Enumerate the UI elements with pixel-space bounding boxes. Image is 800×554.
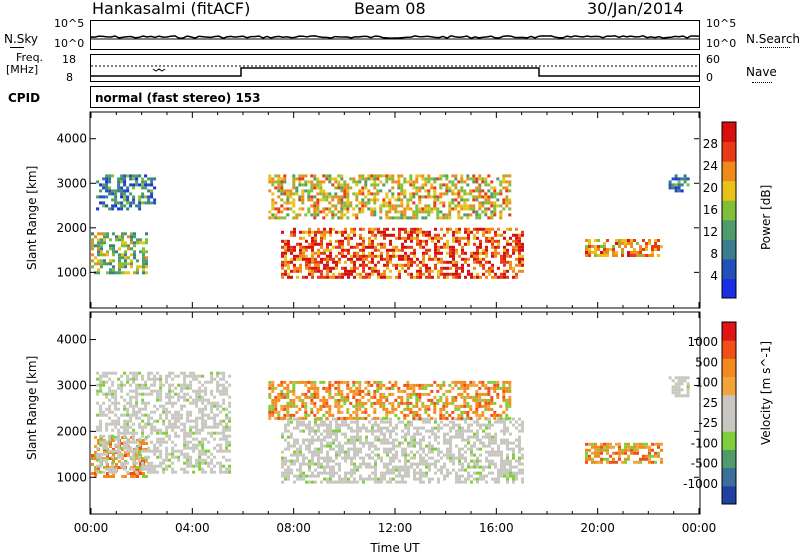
data-region-early-ground xyxy=(96,174,157,211)
colorbar-cell xyxy=(722,258,736,279)
colorbar-tick-label: 24 xyxy=(703,159,718,173)
xtick-label: 00:00 xyxy=(682,521,717,535)
data-region-evening-echo xyxy=(585,442,663,464)
nsearch-tick-low: 10^0 xyxy=(706,37,737,50)
colorbar-tick-label: -25 xyxy=(698,416,718,430)
data-region-upper-band xyxy=(268,174,512,220)
nsearch-line xyxy=(760,47,790,48)
noise-panel xyxy=(90,20,700,50)
data-region-upper-band xyxy=(268,380,512,420)
velocity-xlabel: Time UT xyxy=(369,541,420,554)
xtick-label: 20:00 xyxy=(580,521,615,535)
nave-tick-high: 60 xyxy=(706,53,720,66)
colorbar-cell xyxy=(722,376,736,396)
nave-tick-low: 0 xyxy=(706,71,713,84)
ytick-label: 4000 xyxy=(56,333,87,347)
data-region-late-patch xyxy=(668,174,690,193)
colorbar-tick-label: -100 xyxy=(691,436,718,450)
colorbar-frame xyxy=(721,121,737,299)
velocity-ylabel: Slant Range [km] xyxy=(25,356,39,460)
velocity-panel: 1000 2000 3000 4000 00:00 04:00 08:00 12:00 16:… xyxy=(25,311,773,554)
colorbar-cell xyxy=(722,278,736,299)
colorbar-tick-label: 500 xyxy=(695,355,718,369)
colorbar-cell xyxy=(722,449,736,469)
nave-line xyxy=(752,82,772,83)
colorbar-tick-label: 4 xyxy=(710,269,718,283)
colorbar-tick-label: 25 xyxy=(703,396,718,410)
power-colorbar-label: Power [dB] xyxy=(759,185,773,250)
colorbar-tick-label: 8 xyxy=(710,247,718,261)
xtick-label: 16:00 xyxy=(479,521,514,535)
colorbar-cell xyxy=(722,431,736,450)
ytick-label: 3000 xyxy=(56,378,87,392)
colorbar-tick-label: -500 xyxy=(691,457,718,471)
colorbar-tick-label: -1000 xyxy=(683,477,718,491)
colorbar-cell xyxy=(722,141,736,162)
nsky-label: N.Sky xyxy=(4,32,39,46)
ytick-label: 2000 xyxy=(56,424,87,438)
data-region-early-echo xyxy=(91,232,148,275)
freq-tick-low: 8 xyxy=(66,71,73,84)
nsky-tick-high: 10^5 xyxy=(54,17,85,30)
ytick-label: 2000 xyxy=(56,221,87,235)
cpid-label: CPID xyxy=(8,91,41,105)
freq-label-top: Freq. xyxy=(16,51,44,64)
nsky-tick-low: 10^0 xyxy=(54,37,85,50)
colorbar-tick-label: 1000 xyxy=(687,335,718,349)
nave-label: Nave xyxy=(746,65,777,79)
beam-title: Beam 08 xyxy=(354,0,426,18)
colorbar-tick-label: 28 xyxy=(703,137,718,151)
station-title: Hankasalmi (fitACF) xyxy=(92,0,251,18)
ytick-label: 1000 xyxy=(56,265,87,279)
colorbar-cell xyxy=(722,394,736,414)
colorbar-cell xyxy=(722,239,736,260)
colorbar-tick-label: 20 xyxy=(703,181,718,195)
nsky-line xyxy=(10,47,24,48)
colorbar-cell xyxy=(722,485,736,505)
colorbar-cell xyxy=(722,219,736,240)
data-region-late-patch xyxy=(668,376,690,398)
nsearch-label: N.Search xyxy=(746,32,800,46)
freq-panel xyxy=(90,54,700,82)
colorbar-cell xyxy=(722,358,736,378)
ytick-label: 3000 xyxy=(56,176,87,190)
colorbar-cell xyxy=(722,467,736,487)
colorbar-cell xyxy=(722,322,736,341)
xtick-label: 04:00 xyxy=(175,521,210,535)
freq-tick-high: 18 xyxy=(62,53,76,66)
colorbar-cell xyxy=(722,340,736,359)
power-ylabel: Slant Range [km] xyxy=(25,166,39,270)
cpid-text: normal (fast stereo) 153 xyxy=(95,91,261,105)
colorbar-cell xyxy=(722,200,736,221)
freq-label-bottom: [MHz] xyxy=(6,63,39,76)
date-title: 30/Jan/2014 xyxy=(587,0,684,18)
data-region-evening-echo xyxy=(585,239,663,257)
colorbar-tick-label: 16 xyxy=(703,203,718,217)
freq-trace xyxy=(91,65,699,77)
data-region-early-ground xyxy=(96,371,232,474)
ytick-label: 4000 xyxy=(56,132,87,146)
nsearch-tick-high: 10^5 xyxy=(706,17,737,30)
colorbar-cell xyxy=(722,180,736,201)
cpid-panel: normal (fast stereo) 153 xyxy=(90,86,700,108)
colorbar-cell xyxy=(722,161,736,182)
xtick-label: 08:00 xyxy=(276,521,311,535)
xtick-label: 12:00 xyxy=(378,521,413,535)
colorbar-tick-label: 100 xyxy=(695,376,718,390)
colorbar-cell xyxy=(722,413,736,432)
velocity-colorbar-label: Velocity [m s^-1] xyxy=(759,341,773,445)
colorbar-frame xyxy=(721,321,737,505)
xtick-label: 00:00 xyxy=(74,521,109,535)
noise-trace xyxy=(90,35,700,40)
power-panel: 1000 2000 3000 4000 Slant Range [km] 4 8 12 16… xyxy=(25,111,773,309)
colorbar-tick-label: 12 xyxy=(703,225,718,239)
data-region-main-band xyxy=(281,227,524,279)
colorbar-cell xyxy=(722,122,736,143)
ytick-label: 1000 xyxy=(56,470,87,484)
